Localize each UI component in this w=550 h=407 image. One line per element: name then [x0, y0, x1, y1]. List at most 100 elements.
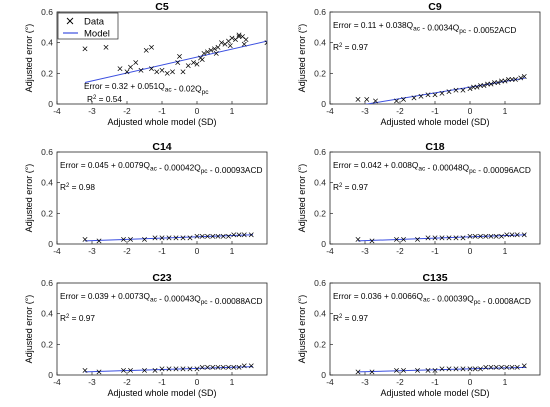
- data-point: [493, 233, 499, 239]
- x-tick-label: -2: [123, 246, 131, 256]
- model-equation: Error = 0.042 + 0.008Qac - 0.00048Qpc - …: [333, 160, 531, 175]
- data-point: [453, 235, 459, 241]
- y-tick-label: 0: [48, 239, 53, 249]
- y-tick-label: 0.2: [41, 339, 53, 349]
- data-point: [472, 233, 478, 239]
- x-tick-label: -4: [326, 246, 334, 256]
- y-tick-label: 0.2: [41, 208, 53, 218]
- data-point: [483, 364, 489, 370]
- x-tick-label: 0: [468, 377, 473, 387]
- data-point: [264, 40, 267, 46]
- model-equation: Error = 0.036 + 0.0066Qac - 0.00039Qpc -…: [333, 291, 531, 306]
- x-tick-label: -3: [361, 377, 369, 387]
- model-line: [84, 40, 267, 84]
- y-tick-label: 0.4: [41, 178, 53, 188]
- model-equation: Error = 0.32 + 0.051Qac - 0.02Qpc: [84, 81, 209, 96]
- data-point: [248, 232, 254, 238]
- model-equation: Error = 0.045 + 0.0079Qac - 0.00042Qpc -…: [60, 160, 262, 175]
- data-point: [220, 364, 226, 370]
- panel-c135: -4 -3 -2 -1 0 1 0 0.2 0.4 0.6 C135 Adjusted whole m…: [297, 272, 541, 398]
- y-tick-label: 0.2: [314, 339, 326, 349]
- data-point: [495, 80, 501, 85]
- data-point: [96, 238, 102, 244]
- data-point: [483, 233, 489, 239]
- data-point: [201, 50, 207, 56]
- data-point: [411, 95, 417, 101]
- data-point: [415, 367, 420, 373]
- legend-label-data: Data: [84, 17, 105, 28]
- data-point: [173, 235, 179, 241]
- data-point: [82, 46, 88, 52]
- data-point: [215, 44, 221, 50]
- x-tick-label: -1: [158, 246, 166, 256]
- data-point: [514, 232, 520, 238]
- data-point: [439, 366, 445, 372]
- x-tick-label: -4: [326, 106, 334, 116]
- data-point: [236, 34, 242, 39]
- data-point: [502, 78, 508, 84]
- data-point: [488, 81, 494, 87]
- data-point: [180, 366, 186, 372]
- data-point: [446, 235, 452, 241]
- y-tick-label: 0: [321, 370, 326, 380]
- legend-data-marker: [66, 17, 74, 25]
- y-tick-label: 0.2: [41, 68, 53, 78]
- data-point: [103, 44, 109, 50]
- data-point: [478, 366, 483, 372]
- legend-label-model: Model: [84, 29, 110, 40]
- data-point: [205, 233, 210, 239]
- x-tick-label: 1: [230, 106, 235, 116]
- data-point: [401, 236, 406, 242]
- data-point: [205, 49, 210, 55]
- r-squared: R2 = 0.98: [60, 182, 95, 192]
- data-layer: [355, 232, 527, 244]
- data-point: [432, 235, 438, 241]
- data-point: [220, 233, 226, 239]
- x-axis-label: Adjusted whole model (SD): [380, 388, 489, 398]
- x-tick-label: 1: [503, 377, 508, 387]
- data-point: [164, 70, 170, 76]
- y-tick-label: 0.4: [314, 38, 326, 48]
- data-point: [241, 41, 247, 47]
- data-point: [166, 235, 172, 241]
- y-tick-label: 0.4: [41, 309, 53, 319]
- data-point: [493, 364, 499, 370]
- data-point: [474, 84, 480, 90]
- y-tick-label: 0: [48, 370, 53, 380]
- data-point: [208, 47, 214, 53]
- data-point: [159, 366, 165, 372]
- data-point: [191, 60, 196, 66]
- data-point: [432, 367, 438, 373]
- y-tick-label: 0.4: [314, 309, 326, 319]
- data-point: [236, 32, 242, 38]
- data-point: [82, 236, 88, 242]
- data-point: [248, 363, 254, 369]
- data-layer: [355, 363, 527, 375]
- data-point: [425, 92, 431, 98]
- data-point: [394, 367, 399, 373]
- data-point: [187, 235, 193, 241]
- panel-title: C23: [152, 272, 171, 284]
- x-tick-label: -1: [158, 377, 166, 387]
- data-point: [143, 47, 149, 53]
- y-tick-label: 0: [48, 99, 53, 109]
- data-point: [124, 69, 130, 75]
- data-point: [446, 366, 452, 372]
- r-squared-value: 0.97: [79, 313, 96, 323]
- data-point: [173, 366, 179, 372]
- data-point: [128, 367, 133, 373]
- y-axis-label: Adjusted error (°): [24, 24, 34, 93]
- r-squared: R2 = 0.54: [87, 94, 122, 104]
- data-point: [212, 46, 217, 52]
- data-point: [82, 367, 88, 373]
- x-tick-label: -2: [396, 377, 404, 387]
- data-point: [425, 367, 431, 373]
- data-point: [177, 54, 182, 59]
- model-equation: Error = 0.039 + 0.0073Qac - 0.00043Qpc -…: [60, 291, 262, 306]
- data-layer: [82, 363, 254, 375]
- data-layer: [355, 73, 527, 104]
- data-point: [236, 232, 242, 238]
- x-tick-label: 1: [230, 377, 235, 387]
- plot-area: [329, 282, 541, 376]
